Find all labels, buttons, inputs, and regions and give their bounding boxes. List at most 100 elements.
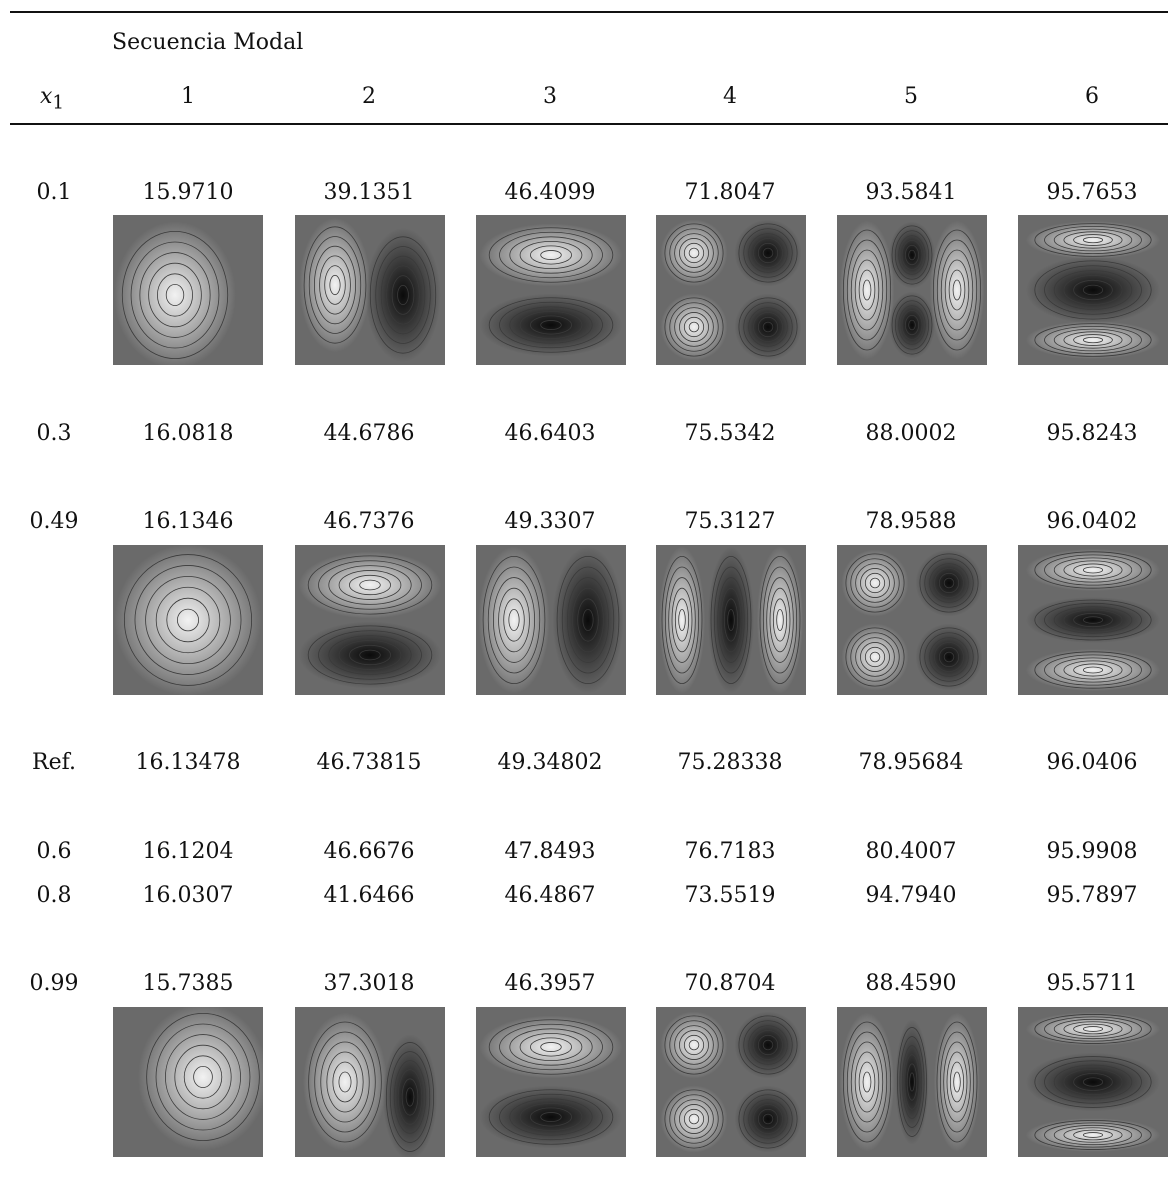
contour-line (338, 1071, 352, 1093)
table-cell: 95.7653 (1046, 180, 1138, 205)
contour-line (904, 244, 920, 266)
mode-lobe (658, 546, 706, 694)
contour-line (1063, 1127, 1123, 1143)
contour-line (393, 1060, 427, 1134)
contour-line (1034, 1120, 1152, 1150)
contour-line (1044, 654, 1142, 686)
mode-lobe (734, 1085, 802, 1153)
column-header: 6 (1085, 84, 1099, 109)
contour-line (924, 632, 974, 682)
mode-lobe (479, 223, 623, 287)
contour-line (314, 1031, 376, 1133)
table-cell: 49.34802 (497, 750, 603, 775)
x1-symbol: x (39, 84, 53, 109)
contour-line (850, 249, 884, 331)
column-header: 5 (904, 84, 918, 109)
contour-line (683, 1108, 705, 1130)
contour-line (193, 1065, 213, 1089)
contour-line (664, 566, 700, 674)
contour-line (897, 1027, 927, 1137)
contour-line (1063, 660, 1123, 680)
contour-line (952, 279, 962, 301)
contour-line (1082, 1026, 1104, 1032)
contour-line (860, 642, 890, 672)
contour-line (855, 563, 895, 603)
contour-line (1044, 225, 1142, 255)
contour-line (894, 300, 930, 350)
contour-line (1053, 1018, 1133, 1040)
mode-shape-image (113, 215, 263, 365)
mode-lobe (734, 219, 802, 287)
contour-line (753, 1030, 783, 1060)
contour-line (1044, 1122, 1142, 1148)
contour-line (401, 1078, 419, 1116)
contour-line (743, 1020, 793, 1070)
contour-line (488, 1019, 614, 1075)
contour-line (753, 238, 783, 268)
mode-shape-image (837, 1007, 987, 1157)
contour-line (1034, 223, 1152, 257)
column-header: 3 (543, 84, 557, 109)
contour-line (854, 1051, 880, 1113)
contour-line (519, 1032, 583, 1062)
mode-lobe (734, 1011, 802, 1079)
contour-line (572, 587, 604, 653)
table-cell: 75.5342 (684, 421, 776, 446)
contour-line (869, 651, 881, 663)
contour-line (908, 319, 916, 331)
contour-line (669, 1094, 719, 1144)
contour-line (1053, 228, 1133, 252)
contour-line (540, 250, 562, 260)
contour-line (324, 265, 346, 305)
contour-line (1073, 1073, 1113, 1091)
contour-line (1073, 234, 1113, 246)
x1-subscript: 1 (52, 92, 65, 114)
contour-line (904, 1054, 920, 1110)
contour-line (1034, 1014, 1152, 1044)
mode-lobe (479, 293, 623, 357)
contour-line (1082, 236, 1104, 244)
contour-line (121, 230, 229, 360)
contour-line (540, 1112, 562, 1122)
contour-line (1063, 609, 1123, 631)
table-cell: 78.9588 (865, 509, 957, 534)
contour-line (1044, 325, 1142, 355)
mode-lobe (114, 545, 262, 695)
header-rule (10, 123, 1168, 125)
contour-line (748, 1099, 788, 1139)
contour-line (176, 608, 200, 632)
contour-line (679, 312, 709, 342)
table-cell: 15.9710 (142, 180, 234, 205)
contour-line (492, 577, 536, 663)
contour-line (1053, 557, 1133, 583)
contour-line (499, 301, 603, 349)
contour-line (540, 1042, 562, 1052)
contour-line (509, 306, 593, 344)
contour-line (1044, 602, 1142, 638)
contour-line (326, 1051, 364, 1113)
contour-line (723, 598, 739, 642)
table-cell: 46.4099 (504, 180, 596, 205)
contour-line (1073, 563, 1113, 577)
contour-line (850, 558, 900, 608)
mode-lobe (660, 293, 728, 361)
row-label: 0.1 (36, 180, 72, 205)
mode-lobe (1025, 1052, 1161, 1112)
contour-line (165, 283, 185, 307)
table-cell: 94.7940 (865, 883, 957, 908)
contour-line (529, 245, 573, 265)
table-cell: 47.8493 (504, 839, 596, 864)
mode-lobe (114, 221, 236, 365)
contour-line (1063, 1068, 1123, 1096)
contour-line (894, 230, 930, 280)
table-cell: 16.0307 (142, 883, 234, 908)
contour-line (738, 297, 798, 357)
table-cell: 93.5841 (865, 180, 957, 205)
mode-shape-image (295, 545, 445, 695)
contour-line (891, 295, 933, 355)
contour-line (389, 1051, 431, 1143)
contour-line (678, 608, 686, 632)
contour-line (1053, 328, 1133, 352)
contour-line (762, 247, 774, 259)
contour-line (929, 637, 969, 677)
